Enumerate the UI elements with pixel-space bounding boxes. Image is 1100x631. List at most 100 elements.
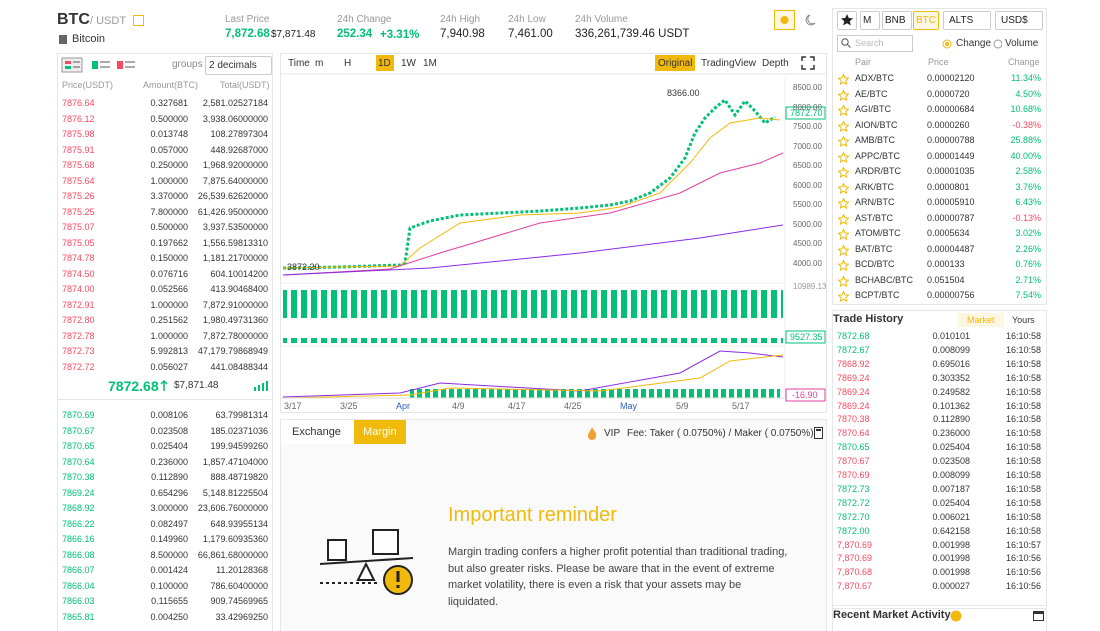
- total: 7,872.78000000: [202, 330, 268, 341]
- trade-amount: 0.695016: [932, 358, 970, 369]
- amount: 0.236000: [150, 456, 188, 467]
- view[interactable]: Original: [658, 58, 693, 69]
- stat-sub: $7,871.48: [271, 29, 316, 40]
- favorite-star[interactable]: [838, 136, 849, 147]
- total: 7,872.91000000: [202, 299, 268, 310]
- sort-option[interactable]: Volume: [1005, 38, 1039, 49]
- price: 7869.24: [62, 487, 95, 498]
- favorite-star[interactable]: [838, 198, 849, 209]
- interval[interactable]: H: [344, 58, 352, 69]
- interval[interactable]: 1W: [401, 58, 416, 69]
- total: 1,968.92000000: [202, 160, 268, 170]
- interval[interactable]: Time: [288, 58, 310, 69]
- book-view-toggle[interactable]: [61, 57, 141, 73]
- pair-change: 7.54%: [1015, 290, 1041, 300]
- interval[interactable]: 1D: [378, 58, 391, 69]
- quote: / USDT: [90, 15, 127, 27]
- price: 7870.69: [62, 410, 95, 420]
- pair[interactable]: BCHABC/BTC: [855, 274, 914, 285]
- pair[interactable]: BAT/BTC: [855, 243, 893, 254]
- stat-label: Last Price: [225, 14, 270, 25]
- favorite-star[interactable]: [838, 275, 849, 287]
- total: 441.08488344: [210, 361, 268, 372]
- decimals-select[interactable]: 2 decimals: [205, 56, 272, 75]
- help-icon[interactable]: [950, 610, 962, 622]
- fullscreen[interactable]: [801, 56, 815, 70]
- price: 7866.16: [62, 534, 95, 544]
- favorite-star[interactable]: [838, 105, 849, 116]
- view[interactable]: Depth: [762, 58, 789, 69]
- favorite-star[interactable]: [838, 167, 849, 178]
- favorite-star[interactable]: [838, 151, 849, 163]
- favorite-star[interactable]: [838, 74, 849, 85]
- interval[interactable]: m: [315, 58, 324, 69]
- tab[interactable]: Exchange: [292, 426, 341, 438]
- price: 7875.05: [62, 237, 95, 248]
- divider: [57, 399, 272, 400]
- pair-price: 0.0000801: [927, 181, 970, 192]
- pair[interactable]: ATOM/BTC: [855, 228, 901, 238]
- calculator[interactable]: [814, 427, 823, 439]
- market-tab[interactable]: [882, 11, 912, 30]
- trade-history-title: Trade History: [833, 313, 904, 325]
- favorite-star[interactable]: [838, 89, 849, 101]
- favorite-star[interactable]: [838, 120, 849, 132]
- total: 648.93955134: [210, 518, 268, 529]
- vip: VIP: [604, 428, 621, 439]
- trade-time: 16:10:56: [1005, 567, 1041, 578]
- pair[interactable]: AGI/BTC: [855, 104, 892, 114]
- trade-amount: 0.000027: [932, 581, 970, 592]
- theme-toggle[interactable]: [774, 10, 822, 30]
- column-header: Price: [928, 57, 949, 67]
- market-tab-label: M: [863, 15, 872, 26]
- price: 7875.07: [62, 222, 95, 232]
- interval[interactable]: 1M: [423, 58, 437, 69]
- date-label: 3/17: [284, 401, 302, 411]
- market-tab[interactable]: [913, 11, 939, 30]
- pair[interactable]: BCD/BTC: [855, 259, 895, 269]
- pair[interactable]: AST/BTC: [855, 212, 894, 223]
- pair[interactable]: ARDR/BTC: [855, 166, 902, 176]
- price: 7872.91: [62, 299, 95, 310]
- pair[interactable]: ARK/BTC: [855, 181, 895, 192]
- market-tab[interactable]: [995, 11, 1043, 30]
- market-tab[interactable]: [943, 11, 991, 30]
- pair[interactable]: AMB/BTC: [855, 135, 896, 145]
- radio[interactable]: [942, 39, 1002, 49]
- amount: 1.000000: [150, 330, 188, 341]
- pair[interactable]: BCPT/BTC: [855, 290, 900, 300]
- tab[interactable]: Yours: [1012, 315, 1035, 325]
- pair[interactable]: AION/BTC: [855, 119, 898, 130]
- risk-illustration: [319, 529, 414, 595]
- favorite-star[interactable]: [838, 291, 849, 302]
- pair[interactable]: AE/BTC: [855, 88, 888, 99]
- pair-price: 0.00001035: [927, 166, 975, 176]
- favorite-star[interactable]: [838, 260, 849, 271]
- search-box[interactable]: [837, 35, 913, 52]
- market-tab[interactable]: [860, 11, 880, 30]
- price: 7875.25: [62, 206, 95, 217]
- amount: 7.800000: [150, 206, 188, 217]
- tab[interactable]: Market: [967, 315, 995, 325]
- favorite-star[interactable]: [838, 244, 849, 256]
- stat-value: 7,940.98: [440, 28, 485, 40]
- favorite-star[interactable]: [838, 182, 849, 194]
- pair[interactable]: ARN/BTC: [855, 197, 895, 207]
- amount: 0.057000: [150, 144, 188, 155]
- sort-option[interactable]: Change: [956, 38, 992, 49]
- trade-amount: 0.101362: [932, 400, 970, 411]
- amount: 1.000000: [150, 175, 188, 186]
- favorite-star[interactable]: [838, 229, 849, 240]
- trade-price: 7872.70: [837, 511, 870, 522]
- favorite-star[interactable]: [838, 213, 849, 225]
- total: 1,556.59813310: [202, 237, 268, 248]
- pair[interactable]: ADX/BTC: [855, 73, 895, 83]
- stat-label: 24h Change: [337, 14, 392, 25]
- total: 108.27897304: [210, 129, 268, 139]
- tab-bg: [958, 313, 1004, 327]
- collapse-icon[interactable]: [1033, 611, 1044, 621]
- pair[interactable]: APPC/BTC: [855, 150, 901, 161]
- view[interactable]: TradingView: [701, 58, 757, 69]
- favorites-tab[interactable]: [837, 11, 857, 30]
- tab[interactable]: Margin: [363, 426, 397, 438]
